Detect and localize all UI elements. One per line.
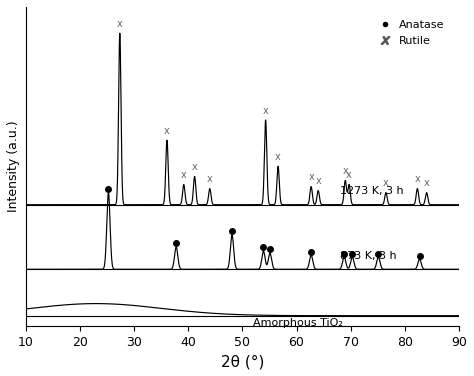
Y-axis label: Intensity (a.u.): Intensity (a.u.) [7,121,20,212]
Text: x: x [346,170,352,180]
Text: x: x [342,166,348,176]
Text: x: x [181,170,187,180]
Text: x: x [117,19,123,29]
Text: x: x [424,178,429,188]
Text: x: x [275,152,281,162]
Text: x: x [164,126,170,136]
Text: x: x [414,174,420,184]
Text: x: x [383,178,389,188]
Legend: Anatase, Rutile: Anatase, Rutile [369,16,449,50]
Text: 1273 K, 3 h: 1273 K, 3 h [340,186,403,196]
Text: x: x [263,106,268,115]
Text: x: x [207,174,213,184]
Text: x: x [308,172,314,182]
Text: x: x [315,176,321,186]
Text: Amorphous TiO₂: Amorphous TiO₂ [253,318,343,328]
X-axis label: 2θ (°): 2θ (°) [220,354,264,369]
Text: 873 K, 3 h: 873 K, 3 h [340,251,396,261]
Text: x: x [192,162,198,172]
